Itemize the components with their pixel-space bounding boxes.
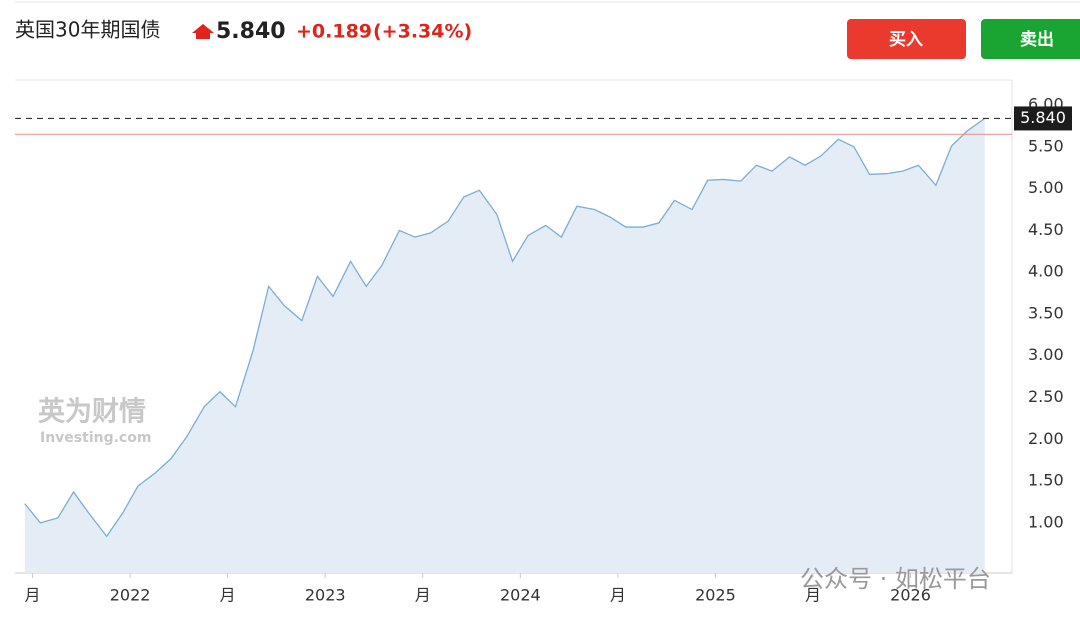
plot: [15, 117, 1012, 573]
x-tick-label: 月: [610, 586, 626, 605]
price-line: [24, 117, 986, 538]
last-value-box: [1014, 106, 1072, 131]
x-tick-label: 2022: [110, 586, 151, 605]
up-arrow: [192, 24, 214, 39]
area-fill: [24, 118, 985, 573]
buy-label[interactable]: 买入: [889, 30, 923, 50]
y-tick-label: 1.00: [1028, 512, 1064, 531]
y-tick-label: 5.00: [1028, 178, 1064, 197]
watermark-account: 公众号 · 如松平台: [800, 565, 991, 593]
x-tick-label: 2023: [305, 586, 346, 605]
y-tick-label: 5.50: [1028, 136, 1064, 155]
x-tick-label: 2024: [500, 586, 541, 605]
instrument-title: 英国30年期国债: [15, 18, 160, 42]
x-tick-label: 月: [25, 586, 41, 605]
watermark-brand: 英为财情: [38, 397, 146, 428]
y-tick-label: 2.50: [1028, 387, 1064, 406]
y-tick-label: 3.00: [1028, 345, 1064, 364]
sell-label[interactable]: 卖出: [1020, 29, 1054, 50]
x-tick-label: 2025: [695, 586, 736, 605]
y-tick-label: 3.50: [1028, 303, 1064, 322]
change: +0.189: [296, 21, 372, 43]
price: 5.840: [216, 19, 286, 44]
x-tick-label: 月: [805, 586, 821, 605]
x-tick-label: 月: [220, 586, 236, 605]
x-tick-label: 月: [415, 586, 431, 605]
buy-button[interactable]: [847, 19, 966, 59]
y-tick-label: 2.00: [1028, 429, 1064, 448]
y-tick-label: 1.50: [1028, 471, 1064, 490]
y-tick-label: 4.50: [1028, 220, 1064, 239]
change-pct: (+3.34%): [373, 21, 472, 43]
last-value-label: 5.840: [1020, 108, 1066, 127]
sell-button[interactable]: [981, 19, 1080, 59]
watermark-brand-sub: Investing.com: [40, 430, 151, 446]
x-tick-label: 2026: [890, 586, 931, 605]
y-tick-label: 4.00: [1028, 262, 1064, 281]
